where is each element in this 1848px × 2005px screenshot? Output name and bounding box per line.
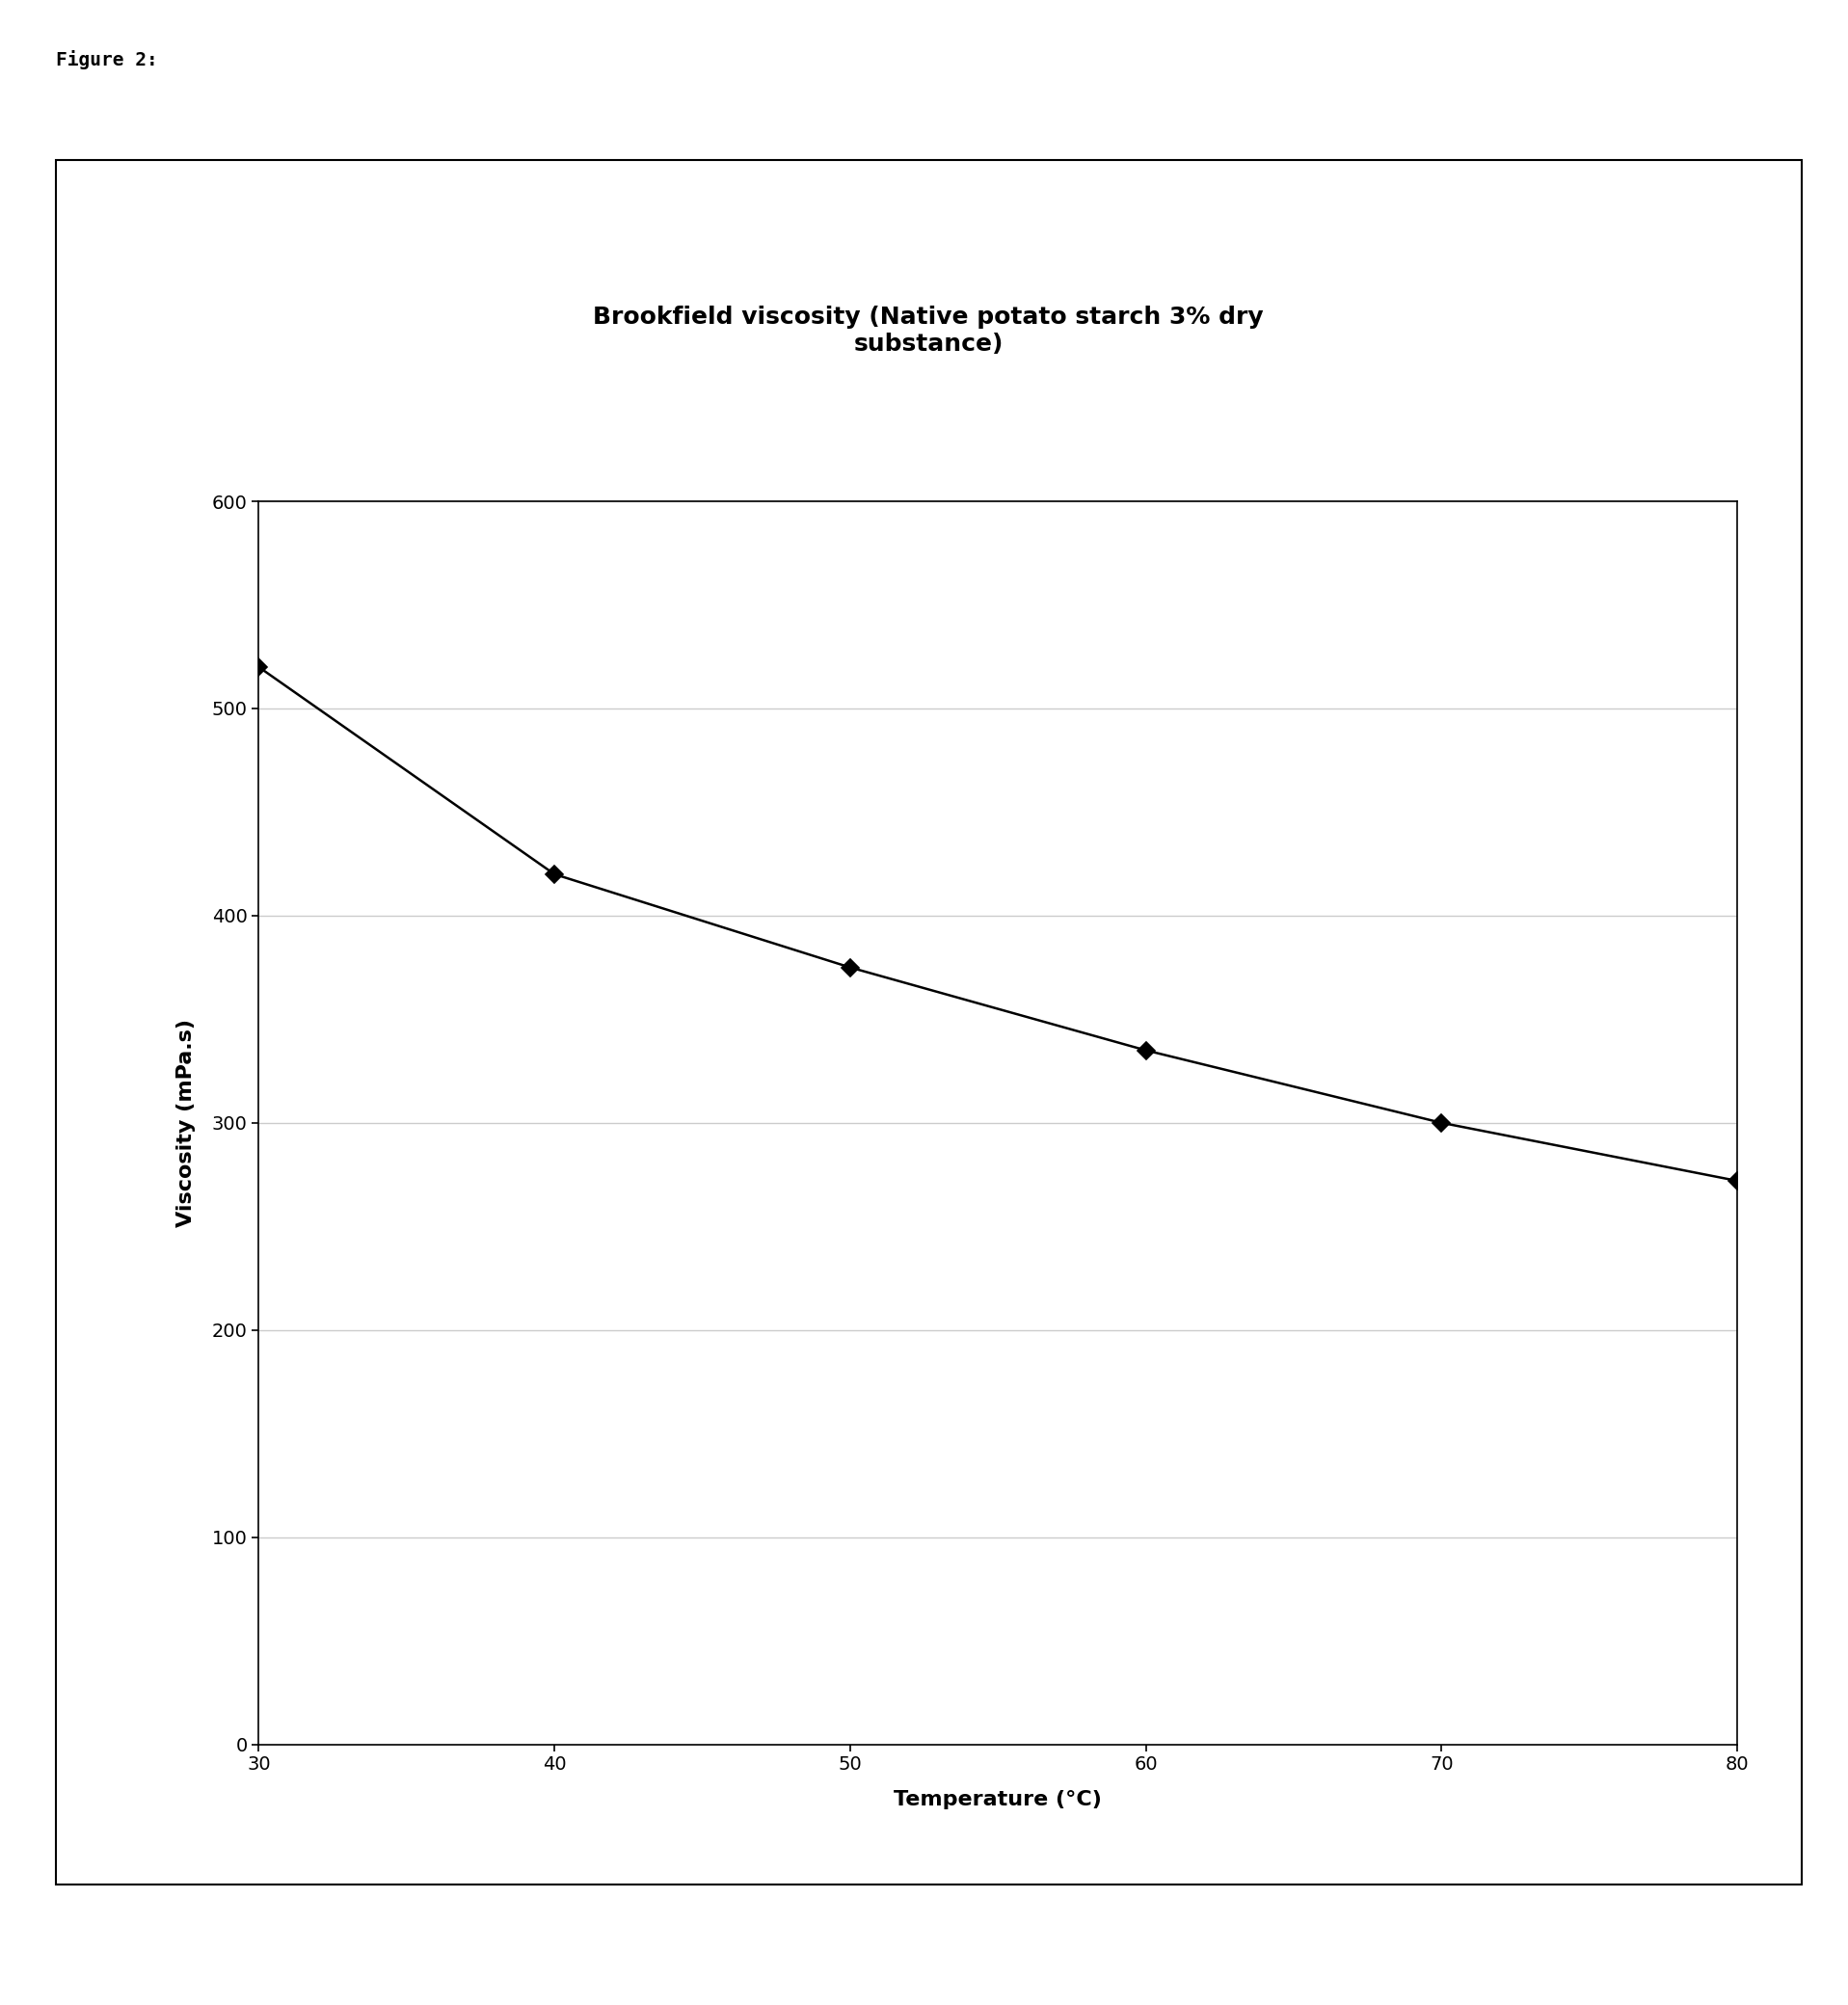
X-axis label: Temperature (°C): Temperature (°C) bbox=[894, 1790, 1101, 1809]
Text: Figure 2:: Figure 2: bbox=[55, 50, 157, 70]
Y-axis label: Viscosity (mPa.s): Viscosity (mPa.s) bbox=[176, 1019, 196, 1227]
Text: Brookfield viscosity (Native potato starch 3% dry
substance): Brookfield viscosity (Native potato star… bbox=[593, 307, 1264, 355]
